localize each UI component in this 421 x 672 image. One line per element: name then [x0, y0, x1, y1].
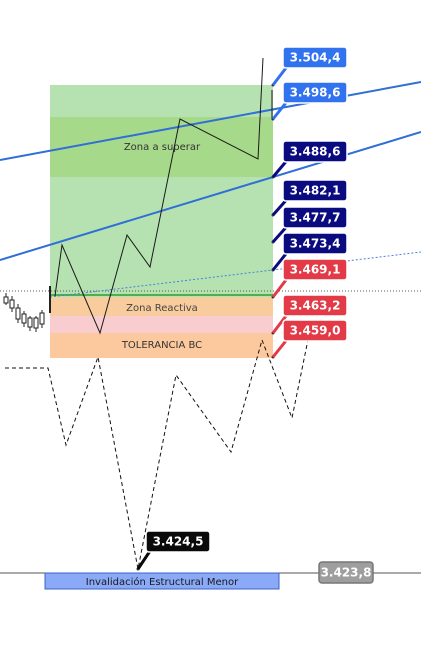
price-label-text: 3.504,4: [290, 51, 341, 65]
zona-superar-band: [50, 117, 273, 177]
price-label-box: [282, 319, 348, 342]
price-label-34691[interactable]: 3.469,1: [271, 258, 348, 298]
invalidacion-label: Invalidación Estructural Menor: [86, 576, 239, 588]
price-label-34238[interactable]: 3.423,8: [318, 561, 374, 584]
price-label-text: 3.488,6: [290, 145, 341, 159]
candle: [3, 296, 9, 304]
zona-reactiva-label: Zona Reactiva: [126, 303, 198, 314]
price-label-text: 3.498,6: [290, 86, 341, 100]
upper-trendline[interactable]: [0, 81, 421, 161]
price-label-box: [282, 294, 348, 317]
zona-superar-box[interactable]: [50, 85, 273, 297]
price-label-box: [282, 258, 348, 281]
tolerancia-bc-box[interactable]: [50, 333, 273, 358]
price-label-34886[interactable]: 3.488,6: [271, 140, 348, 178]
price-tags: 3.504,4 3.498,6 3.488,6 3.482,1 3.477,7 3.473…: [136, 46, 374, 584]
projection-path-solid[interactable]: [54, 57, 264, 335]
candle: [21, 313, 27, 324]
candle: [27, 317, 33, 328]
price-label-34590[interactable]: 3.459,0: [271, 319, 348, 358]
price-label-box: [282, 179, 348, 202]
price-label-34821[interactable]: 3.482,1: [271, 179, 348, 216]
price-label-box: [282, 81, 348, 104]
candle: [15, 307, 21, 320]
price-label-box: [145, 530, 211, 553]
price-label-text: 3.423,8: [321, 566, 372, 580]
price-label-box: [318, 561, 374, 584]
candles[interactable]: [3, 286, 51, 332]
price-label-34734[interactable]: 3.473,4: [271, 232, 348, 271]
price-label-34245[interactable]: 3.424,5: [136, 530, 211, 570]
price-label-text: 3.424,5: [153, 535, 204, 549]
price-label-text: 3.473,4: [290, 237, 341, 251]
price-label-34777[interactable]: 3.477,7: [271, 206, 348, 243]
candle: [39, 312, 45, 325]
zona-pink-box: [50, 316, 273, 333]
candle: [9, 299, 15, 309]
price-label-box: [282, 140, 348, 163]
tolerancia-bc-label: TOLERANCIA BC: [121, 340, 202, 351]
price-label-text: 3.482,1: [290, 184, 341, 198]
price-label-box: [282, 46, 348, 69]
zona-superar-label: Zona a superar: [124, 142, 201, 153]
lower-trendline[interactable]: [0, 131, 421, 261]
price-label-text: 3.463,2: [290, 299, 341, 313]
price-label-34986[interactable]: 3.498,6: [271, 81, 348, 120]
price-label-box: [282, 232, 348, 255]
price-label-box: [282, 206, 348, 229]
price-label-text: 3.477,7: [290, 211, 341, 225]
price-label-34632[interactable]: 3.463,2: [271, 294, 348, 334]
price-label-35044[interactable]: 3.504,4: [271, 46, 348, 86]
price-label-text: 3.459,0: [290, 324, 341, 338]
candle: [33, 317, 39, 329]
price-label-text: 3.469,1: [290, 263, 341, 277]
